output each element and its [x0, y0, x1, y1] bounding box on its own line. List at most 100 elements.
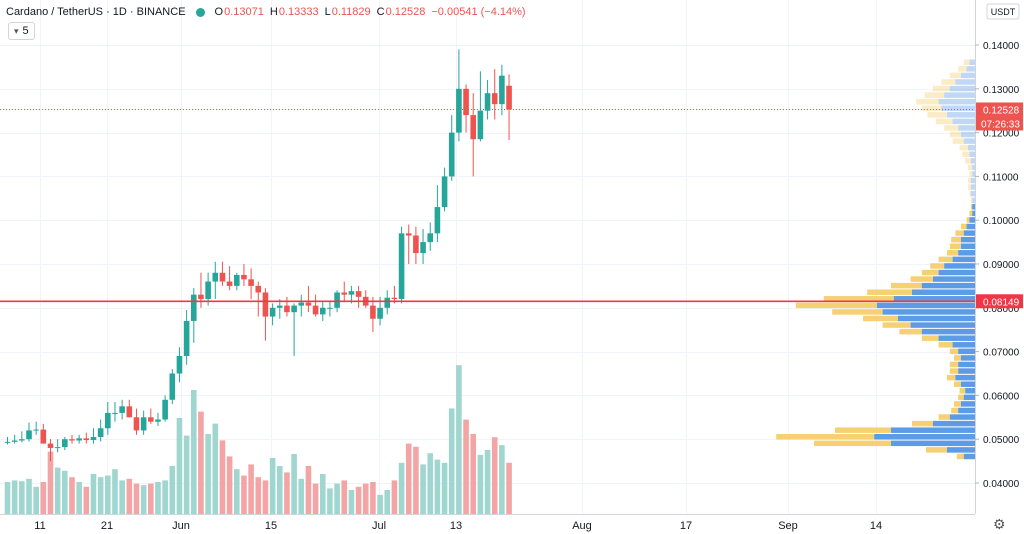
volume-profile-bar — [970, 177, 975, 184]
volume-profile-bar — [874, 434, 975, 440]
volume-bar — [140, 485, 147, 514]
candle-body — [233, 274, 240, 286]
volume-profile-bar — [961, 72, 975, 79]
candle-body — [119, 406, 125, 413]
candle-body — [420, 242, 426, 254]
candle-body — [262, 292, 269, 317]
volume-profile-bar — [961, 131, 975, 138]
volume-bar — [405, 443, 412, 514]
volume-profile-bar — [877, 302, 975, 309]
candle-body — [176, 355, 183, 374]
candle-body — [255, 285, 262, 293]
volume-profile-bar — [969, 217, 975, 223]
volume-profile-bar — [935, 118, 953, 125]
price-tick-label: 0.09000 — [983, 260, 1020, 271]
candle-body — [105, 412, 111, 429]
volume-profile-bar — [963, 230, 975, 236]
volume-profile-bar — [776, 434, 875, 440]
time-tick-label: 11 — [34, 520, 45, 532]
volume-profile-bar — [963, 453, 975, 460]
currency-box — [986, 3, 1020, 20]
volume-bar — [362, 483, 369, 514]
candle-body — [405, 233, 412, 236]
candle-body — [54, 447, 61, 449]
market-status-icon — [195, 7, 205, 17]
candle-body — [312, 305, 319, 315]
candle-body — [477, 110, 484, 140]
volume-bars — [4, 365, 512, 514]
volume-bar — [205, 434, 211, 514]
volume-bar — [83, 486, 90, 514]
volume-bar — [370, 482, 376, 514]
volume-bar — [76, 482, 82, 514]
candle-body — [434, 207, 441, 234]
volume-profile-bar — [899, 328, 922, 335]
volume-profile-bar — [938, 342, 953, 348]
time-tick-label: Jul — [372, 520, 386, 532]
candle-body — [205, 281, 211, 300]
volume-profile-bar — [949, 361, 959, 368]
volume-bar — [90, 474, 97, 514]
volume-bar — [47, 451, 54, 514]
volume-bar — [441, 462, 448, 514]
open-label: O — [214, 6, 224, 18]
volume-profile-bar — [970, 204, 973, 210]
volume-profile-bar — [958, 66, 967, 72]
indicators-toggle[interactable]: ▾ 5 — [8, 22, 35, 40]
candle-body — [291, 305, 297, 313]
volume-profile-bar — [968, 184, 971, 190]
volume-profile-bar — [972, 171, 975, 177]
volume-profile-bar — [898, 315, 975, 322]
volume-profile-bar — [947, 250, 959, 256]
symbol-title[interactable]: Cardano / TetherUS · 1D · BINANCE — [6, 6, 186, 18]
volume-bar — [420, 464, 426, 514]
price-tick-label: 0.07000 — [983, 348, 1020, 359]
candle-body — [19, 439, 25, 441]
volume-profile-bar — [944, 92, 975, 98]
volume-profile — [776, 59, 975, 460]
candle-body — [183, 320, 190, 356]
volume-bar — [69, 477, 75, 514]
candle-body — [441, 176, 448, 208]
candle-body — [162, 399, 168, 420]
volume-profile-bar — [947, 447, 975, 453]
volume-profile-bar — [891, 440, 975, 447]
volume-profile-bar — [930, 263, 945, 269]
volume-profile-bar — [965, 158, 971, 164]
gear-icon[interactable]: ⚙ — [993, 516, 1006, 532]
price-tick-label: 0.11000 — [983, 172, 1019, 183]
last-price-badge — [976, 102, 1023, 117]
candle-body — [427, 233, 434, 243]
volume-profile-bar — [966, 223, 975, 230]
volume-bar — [312, 483, 319, 514]
volume-bar — [434, 459, 441, 514]
volume-bar — [413, 446, 419, 514]
candle-body — [370, 305, 376, 319]
candle-body — [384, 297, 391, 308]
volume-bar — [276, 466, 283, 514]
volume-profile-bar — [969, 171, 973, 177]
volume-bar — [269, 458, 276, 514]
volume-profile-bar — [959, 388, 966, 394]
volume-profile-bar — [949, 348, 959, 355]
volume-bar — [169, 466, 176, 514]
volume-bar — [262, 480, 269, 514]
candle-body — [398, 233, 405, 300]
candle-body — [169, 373, 176, 400]
volume-bar — [327, 488, 333, 514]
volume-bar — [19, 481, 25, 514]
volume-profile-bar — [961, 243, 975, 249]
price-tick-label: 0.12000 — [983, 129, 1020, 140]
volume-profile-bar — [969, 151, 975, 157]
candle-body — [248, 279, 254, 286]
volume-profile-bar — [832, 309, 883, 315]
candle-body — [212, 272, 219, 282]
volume-bar — [319, 474, 326, 514]
low-label: L — [324, 6, 331, 18]
volume-profile-bar — [893, 296, 975, 302]
volume-profile-bar — [970, 158, 975, 164]
volume-profile-bar — [947, 112, 975, 118]
volume-profile-bar — [972, 204, 975, 210]
